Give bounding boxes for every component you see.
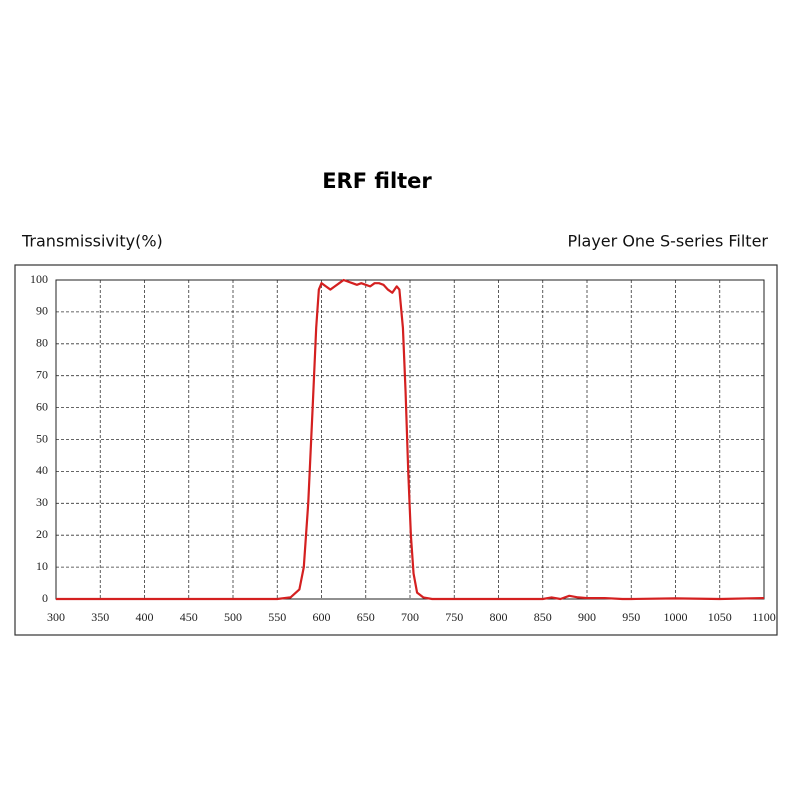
y-tick-label: 20 [36, 527, 48, 541]
y-tick-label: 60 [36, 399, 48, 413]
x-tick-label: 1100 [752, 610, 776, 624]
x-tick-label: 1050 [708, 610, 732, 624]
frame [14, 264, 778, 636]
y-tick-label: 0 [42, 591, 48, 605]
y-tick-label: 50 [36, 431, 48, 445]
plot-border [55, 279, 765, 600]
y-tick-label: 80 [36, 336, 48, 350]
y-tick-label: 30 [36, 495, 48, 509]
annotation: Player One S-series Filter [567, 232, 768, 251]
y-tick-label: 100 [30, 272, 48, 286]
x-tick-label: 650 [357, 610, 375, 624]
x-tick-label: 900 [578, 610, 596, 624]
x-tick-label: 350 [91, 610, 109, 624]
x-tick-label: 1000 [664, 610, 688, 624]
y-tick-label: 40 [36, 463, 48, 477]
y-axis-label: Transmissivity(%) [21, 232, 163, 251]
x-tick-label: 300 [47, 610, 65, 624]
x-tick-label: 600 [313, 610, 331, 624]
x-tick-label: 500 [224, 610, 242, 624]
x-tick-label: 800 [490, 610, 508, 624]
x-tick-label: 850 [534, 610, 552, 624]
x-tick-label: 450 [180, 610, 198, 624]
x-tick-label: 400 [136, 610, 154, 624]
line-series [56, 278, 765, 601]
y-tick-label: 70 [36, 367, 48, 381]
x-tick-label: 550 [268, 610, 286, 624]
y-tick-label: 90 [36, 304, 48, 318]
chart-title: ERF filter [322, 169, 432, 193]
y-tick-label: 10 [36, 559, 48, 573]
x-tick-label: 750 [445, 610, 463, 624]
x-tick-label: 950 [622, 610, 640, 624]
x-tick-label: 700 [401, 610, 419, 624]
